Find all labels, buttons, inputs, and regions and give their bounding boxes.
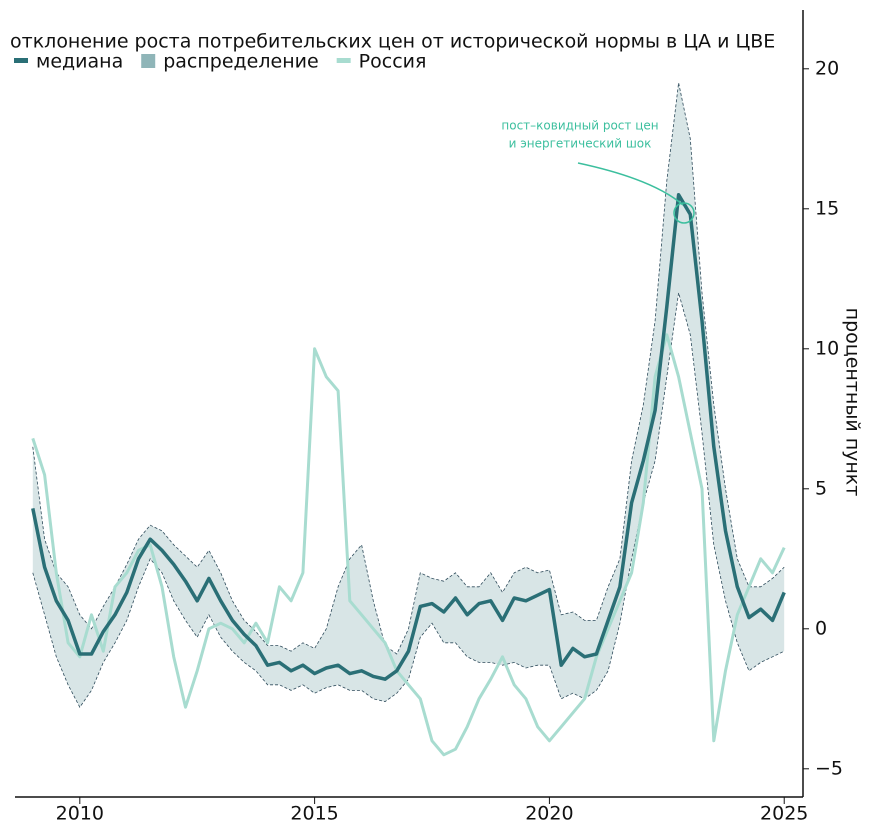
annotation-arrow	[577, 162, 684, 206]
annotation-text: пост–ковидный рост цен	[501, 119, 658, 133]
annotation-circle	[673, 202, 695, 224]
distribution-band	[32, 82, 785, 708]
annotation-text: и энергетический шок	[509, 137, 652, 151]
x-tick-label: 2025	[760, 803, 808, 825]
y-tick-label: 10	[815, 337, 839, 359]
y-tick-label: 20	[815, 57, 839, 79]
band-edge	[32, 82, 785, 655]
legend-swatch	[141, 54, 156, 68]
chart-title: отклонение роста потребительских цен от …	[10, 31, 775, 53]
y-tick-label: 15	[815, 197, 839, 219]
legend-label: медиана	[36, 51, 123, 73]
x-tick-label: 2010	[56, 803, 104, 825]
x-tick-label: 2015	[290, 803, 338, 825]
legend-label: распределение	[163, 51, 318, 73]
x-tick-label: 2020	[525, 803, 573, 825]
y-tick-label: −5	[815, 757, 843, 779]
y-tick-label: 5	[815, 477, 827, 499]
y-tick-label: 0	[815, 617, 827, 639]
series-line	[31, 193, 786, 681]
legend-swatch	[14, 58, 28, 63]
y-axis-label: процентный пункт	[842, 308, 864, 497]
legend-label: Россия	[359, 51, 427, 73]
plot-area: −5 0 5 10 15 20 2010 2015 2020 2025	[15, 10, 843, 825]
legend-swatch	[336, 58, 351, 63]
